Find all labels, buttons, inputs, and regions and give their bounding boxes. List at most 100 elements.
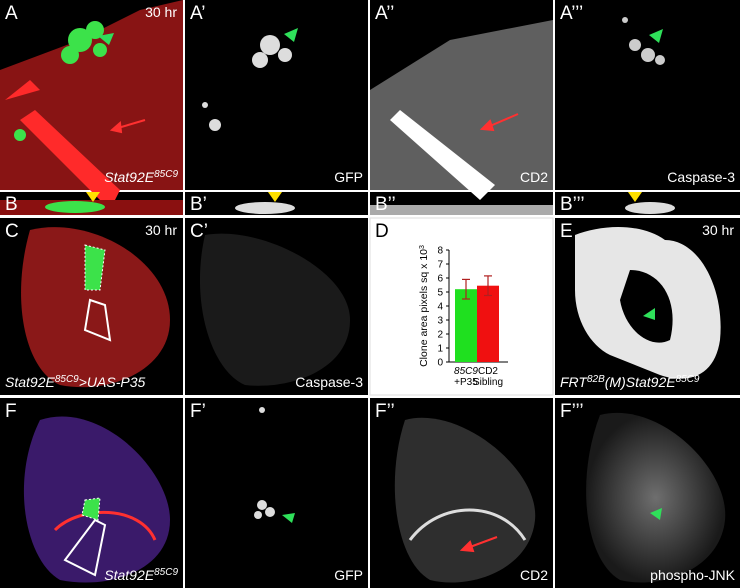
y-tick-label: 0 — [437, 358, 443, 369]
arrowhead — [643, 308, 655, 320]
clone — [14, 21, 107, 141]
panel-letter: A’’ — [375, 3, 394, 24]
arrowhead — [628, 192, 642, 202]
text-part: Stat92E — [104, 169, 154, 185]
micrographs — [0, 0, 726, 583]
text-part: GFP — [334, 169, 363, 185]
y-tick-label: 8 — [437, 246, 443, 257]
arrowhead — [98, 33, 114, 45]
outline — [63, 518, 107, 577]
panel-letter: F’’’ — [560, 401, 584, 422]
y-axis-label: Clone area pixels sq x 103 — [418, 245, 430, 367]
wing-disc — [394, 417, 536, 583]
panel-caption: CD2 — [520, 169, 548, 185]
error-bar — [462, 278, 470, 300]
clone — [202, 35, 292, 131]
panel-letter: B — [5, 194, 18, 215]
panel-letter: B’’ — [375, 194, 396, 215]
arrows — [86, 28, 663, 553]
panel-letter: F — [5, 401, 17, 422]
y-tick-label: 7 — [437, 260, 443, 271]
clone — [620, 270, 673, 343]
y-tick-label: 1 — [437, 344, 443, 355]
arrow — [479, 113, 519, 132]
tissue — [370, 205, 553, 215]
panel-caption: GFP — [334, 567, 363, 583]
y-tick-label: 5 — [437, 288, 443, 299]
panel-caption: CD2 — [520, 567, 548, 583]
superscript: 3 — [419, 245, 426, 249]
arrowhead — [649, 29, 663, 43]
vein — [53, 510, 157, 541]
panel-letter: B’’’ — [560, 194, 585, 215]
vein — [408, 508, 527, 541]
superscript: 85C9 — [154, 567, 178, 578]
text-part: >UAS-P35 — [79, 374, 146, 390]
panel-bg — [185, 0, 368, 190]
time-label: 30 hr — [145, 4, 177, 20]
panel-letter: F’ — [190, 401, 206, 422]
panel-caption: FRT82B(M)Stat92E85C9 — [560, 374, 700, 391]
arrowhead — [282, 513, 295, 523]
panel-caption: Caspase-3 — [295, 374, 363, 390]
panel-caption: Caspase-3 — [667, 169, 735, 185]
arrow — [109, 119, 146, 134]
clone — [254, 407, 275, 519]
text-part: Clone area pixels sq x 10 — [418, 249, 430, 367]
arrowhead — [650, 508, 662, 520]
x-tick-label: +P35 — [454, 377, 478, 388]
superscript: 85C9 — [154, 169, 178, 180]
superscript: 85C9 — [55, 374, 79, 385]
clone — [81, 497, 101, 521]
text-part: GFP — [334, 567, 363, 583]
bar — [477, 285, 499, 362]
text-part: CD2 — [520, 169, 548, 185]
error-bar — [484, 275, 492, 297]
arrowhead — [268, 192, 282, 202]
clone — [622, 17, 665, 65]
panel-letter: A’’’ — [560, 3, 583, 24]
clone — [84, 244, 106, 291]
superscript: 85C9 — [676, 374, 700, 385]
panel-caption: Stat92E85C9 — [104, 567, 178, 584]
panel-caption: phospho-JNK — [650, 567, 735, 583]
panel-bg — [185, 398, 368, 588]
text-part: phospho-JNK — [650, 567, 735, 583]
y-tick-label: 3 — [437, 316, 443, 327]
panel-caption: GFP — [334, 169, 363, 185]
wing-disc — [21, 227, 170, 388]
x-tick-label: Sibling — [473, 377, 503, 388]
bar — [455, 289, 477, 362]
text-part: CD2 — [520, 567, 548, 583]
text-part: Stat92E — [5, 374, 55, 390]
panel-letter: F’’ — [375, 401, 395, 422]
panel-caption: Stat92E85C9 — [104, 169, 178, 186]
panel-letter: D — [375, 221, 389, 242]
panel-letter: E — [560, 221, 573, 242]
panel-bg — [555, 0, 740, 190]
text-part: FRT — [560, 374, 588, 390]
x-tick-label: CD2 — [478, 366, 498, 377]
clone — [235, 202, 295, 214]
x-tick-label: 85C9 — [454, 366, 478, 377]
arrowhead — [86, 192, 100, 202]
time-label: 30 hr — [702, 222, 734, 238]
tissue — [5, 80, 120, 210]
panel-letter: C’ — [190, 221, 208, 242]
clone — [45, 201, 105, 213]
text-part: (M)Stat92E — [605, 374, 676, 390]
time-label: 30 hr — [145, 222, 177, 238]
y-tick-label: 4 — [437, 302, 443, 313]
tissue — [390, 110, 495, 200]
text-part: Caspase-3 — [667, 169, 735, 185]
wing-disc — [586, 412, 726, 583]
panel-letter: A’ — [190, 3, 205, 24]
panel-caption: Stat92E85C9>UAS-P35 — [5, 374, 145, 391]
arrowhead — [284, 28, 298, 42]
outline — [83, 298, 112, 342]
superscript: 82B — [587, 374, 605, 385]
y-tick-label: 2 — [437, 330, 443, 341]
